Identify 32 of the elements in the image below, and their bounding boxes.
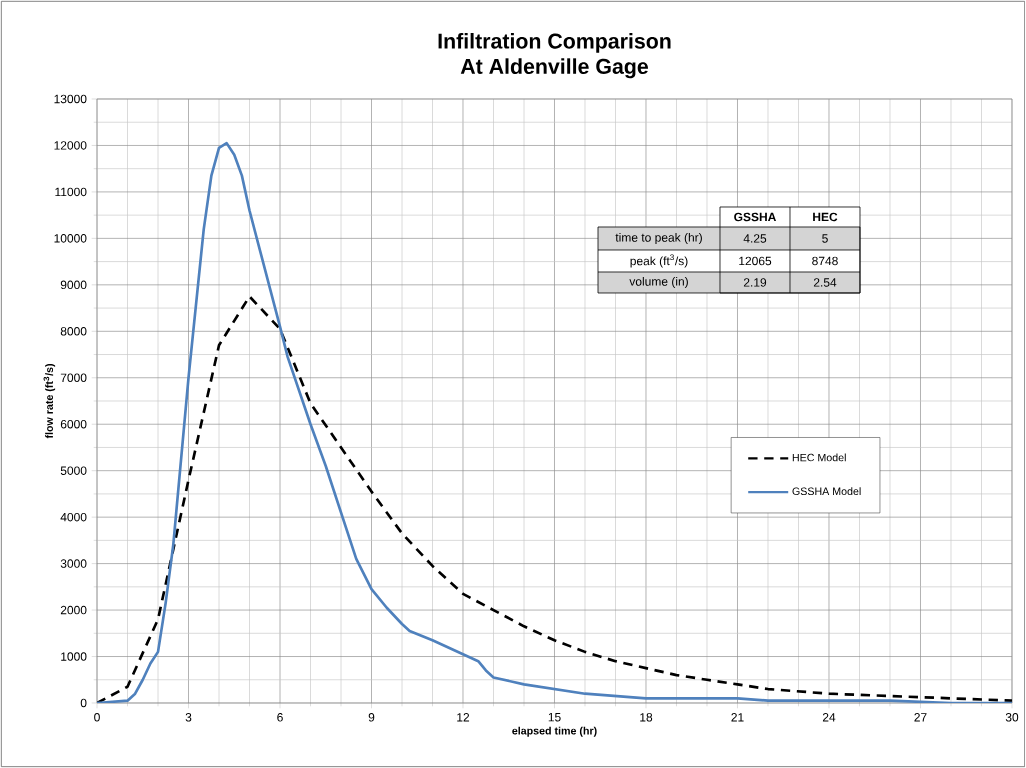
- annotation: GSSHA: [734, 212, 777, 222]
- chart-title: Infiltration Comparison At Aldenville Gage: [438, 32, 671, 79]
- x-tick-label: 24: [822, 713, 836, 722]
- y-tick-label: 8000: [60, 327, 87, 336]
- x-tick-label: 0: [94, 713, 100, 722]
- y-tick-label: 1000: [61, 652, 87, 661]
- y-tick-label: 4000: [60, 512, 87, 522]
- x-tick-label: 15: [548, 713, 561, 722]
- y-tick-label: 9000: [60, 280, 87, 290]
- y-axis-title: flow rate (ft$^{3}$/s): [43, 364, 56, 439]
- x-tick-label: 27: [914, 713, 927, 722]
- x-tick-label: 12: [457, 713, 470, 722]
- legend-label: GSSHA Model: [792, 487, 861, 496]
- y-tick-label: 12000: [54, 141, 87, 150]
- y-tick-label: 2000: [60, 605, 87, 615]
- x-tick-label: 6: [277, 713, 283, 722]
- x-axis-title: elapsed time (hr): [512, 726, 597, 737]
- y-tick-label: 6000: [60, 419, 87, 429]
- legend-label: HEC Model: [792, 453, 846, 462]
- x-tick-label: 9: [368, 713, 375, 722]
- annotation: HEC: [813, 212, 838, 222]
- y-tick-label: 11000: [55, 187, 87, 197]
- x-tick-label: 18: [640, 713, 653, 722]
- y-tick-label: 5000: [60, 466, 87, 475]
- y-tick-label: 13000: [54, 94, 87, 104]
- x-tick-label: 3: [185, 713, 192, 722]
- x-tick-label: 21: [731, 713, 744, 722]
- y-tick-label: 3000: [60, 559, 87, 568]
- y-tick-label: 7000: [60, 373, 87, 383]
- x-tick-label: 30: [1005, 713, 1019, 722]
- y-tick-label: 0: [80, 698, 87, 708]
- y-tick-label: 10000: [54, 234, 87, 243]
